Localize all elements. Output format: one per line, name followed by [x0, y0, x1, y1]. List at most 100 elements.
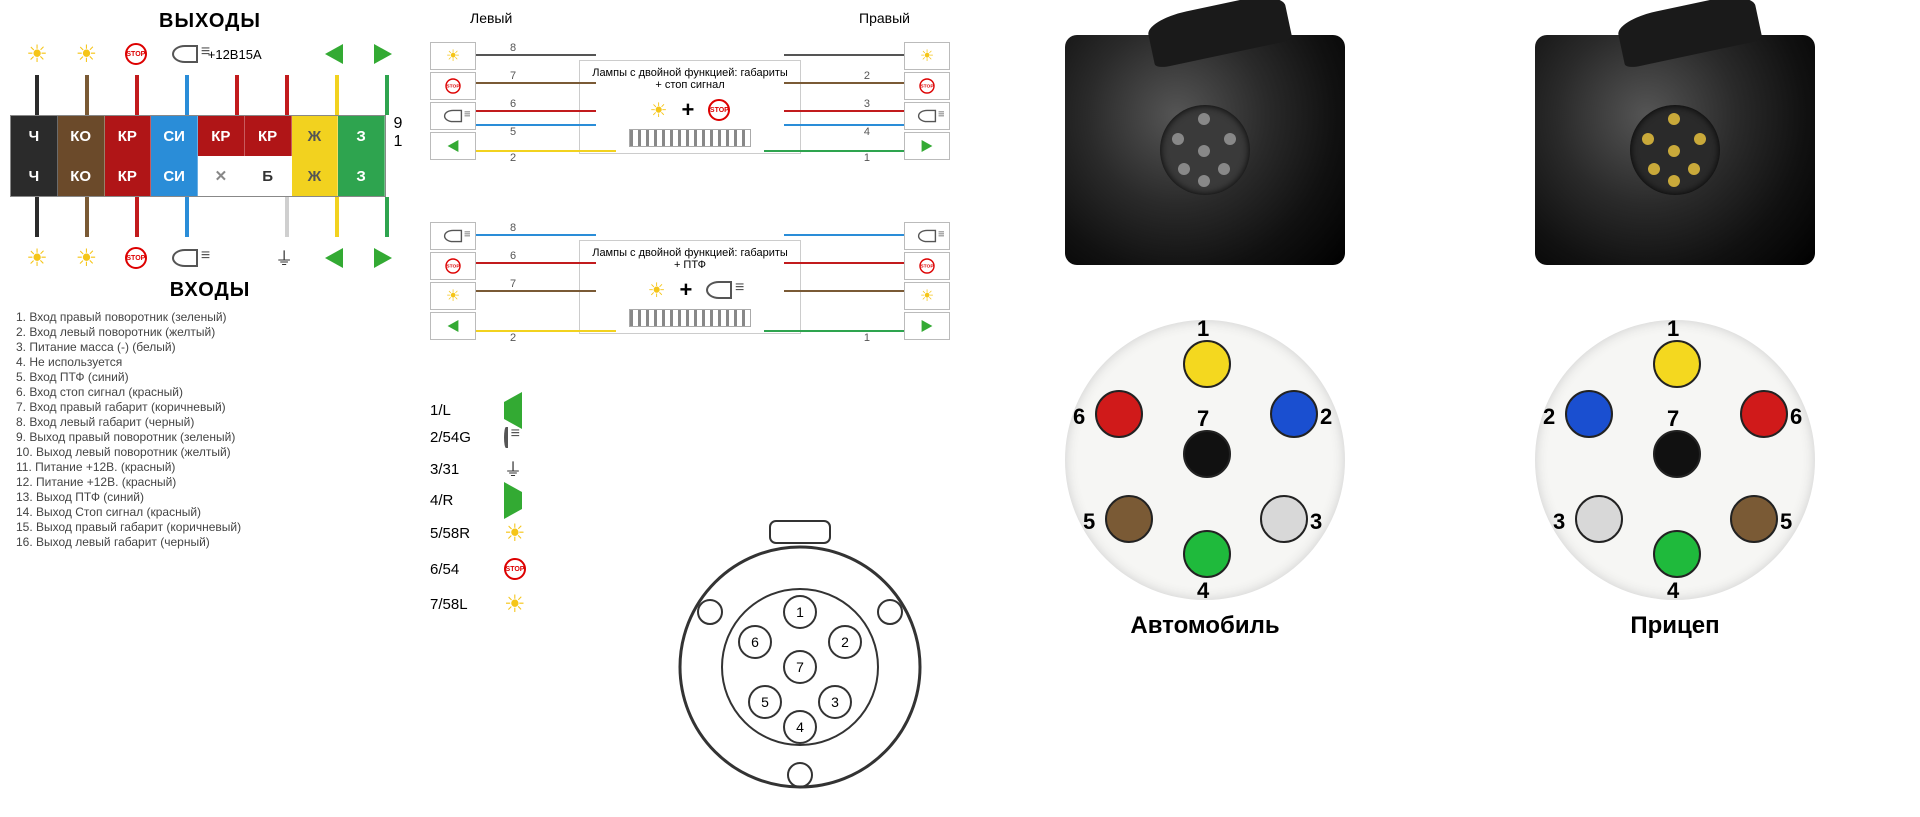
connector-pin-num: 7: [1667, 406, 1679, 432]
connector-pin: [1105, 495, 1153, 543]
connector-pin-num: 6: [1790, 404, 1802, 430]
connector-pin: [1270, 390, 1318, 438]
left-stack: ☀ STOP: [430, 42, 476, 160]
connector-pin-num: 1: [1667, 316, 1679, 342]
connector-pin-num: 3: [1310, 509, 1322, 535]
wires-top: [10, 75, 410, 115]
lr-labels: Левый Правый: [430, 10, 950, 26]
cell-block: ЧКОКРСИКРКРЖЗ ЧКОКРСИ✕БЖЗ 9 1: [10, 115, 410, 197]
sun-icon: ☀: [76, 244, 98, 273]
top-icons: ☀ ☀ STOP +12В15A: [10, 33, 410, 75]
sun-icon: ☀: [26, 244, 48, 273]
cell-row-bot: ЧКОКРСИ✕БЖЗ: [11, 156, 385, 196]
schematic-1: ☀ STOP ☀ STOP Лампы с двойной функцией: …: [430, 32, 950, 192]
socket-photo: [1065, 35, 1345, 265]
pinout-row: 6/54STOP: [430, 558, 526, 580]
connector-pin: [1653, 530, 1701, 578]
arrow-right-icon: [374, 248, 392, 268]
plus-icon: +: [682, 97, 695, 123]
fog-icon: [706, 281, 732, 299]
cell: КО: [58, 156, 105, 196]
connector-pin-num: 1: [1197, 316, 1209, 342]
connector-pin: [1183, 530, 1231, 578]
mid-panel: Левый Правый ☀ STOP ☀ STOP Лампы с двойн…: [430, 10, 950, 807]
arrow-left-icon: [325, 44, 343, 64]
legend-item: 4. Не используется: [16, 355, 410, 369]
legend-item: 12. Питание +12В. (красный): [16, 475, 410, 489]
pinout-row: 5/58R☀: [430, 519, 526, 548]
connector-pin-num: 4: [1197, 578, 1209, 604]
left-label: Левый: [470, 10, 512, 26]
v12-label: +12В15A: [216, 47, 254, 62]
legend-item: 9. Выход правый поворотник (зеленый): [16, 430, 410, 444]
legend-item: 7. Вход правый габарит (коричневый): [16, 400, 410, 414]
legend-item: 13. Выход ПТФ (синий): [16, 490, 410, 504]
legend-item: 6. Вход стоп сигнал (красный): [16, 385, 410, 399]
connector-car: 1627534: [1065, 320, 1345, 600]
connector-pin: [1740, 390, 1788, 438]
plug-photo: [1535, 35, 1815, 265]
arrow-right-icon: [374, 44, 392, 64]
cell: З: [338, 156, 385, 196]
connector-pin-num: 7: [1197, 406, 1209, 432]
sun-icon: ☀: [76, 40, 98, 69]
connector-pin-num: 5: [1780, 509, 1792, 535]
svg-text:3: 3: [831, 694, 839, 710]
cell: КР: [198, 116, 245, 156]
caption-1: Лампы с двойной функцией: габариты + сто…: [590, 67, 790, 91]
legend-item: 2. Вход левый поворотник (желтый): [16, 325, 410, 339]
connector-pin: [1730, 495, 1778, 543]
connector-pin: [1095, 390, 1143, 438]
cell: СИ: [151, 156, 198, 196]
plus-icon: +: [680, 277, 693, 303]
pinout-row: 4/R: [430, 492, 526, 509]
right-label: Правый: [859, 10, 910, 26]
stop-icon: STOP: [125, 247, 147, 269]
connector-pin: [1653, 430, 1701, 478]
cell: З: [338, 116, 385, 156]
connector-pin: [1653, 340, 1701, 388]
pinout-row: 7/58L☀: [430, 590, 526, 619]
connector-strip: [629, 129, 751, 147]
schematic-2: STOP ☀ STOP ☀ Лампы с двойной функцией: …: [430, 212, 950, 372]
legend-list: 1. Вход правый поворотник (зеленый)2. Вх…: [10, 310, 410, 549]
sun-icon: ☀: [648, 278, 666, 303]
connector-diagram: 1627534: [670, 517, 930, 797]
sun-icon: ☀: [650, 98, 668, 123]
cell: СИ: [151, 116, 198, 156]
connector-pin: [1260, 495, 1308, 543]
legend-item: 5. Вход ПТФ (синий): [16, 370, 410, 384]
sun-icon: ☀: [26, 40, 48, 69]
cell: КО: [58, 116, 105, 156]
pinout-row: 1/L: [430, 402, 526, 419]
cell-row-top: ЧКОКРСИКРКРЖЗ: [11, 116, 385, 156]
ground-icon: ⏚: [275, 245, 293, 271]
legend-item: 1. Вход правый поворотник (зеленый): [16, 310, 410, 324]
center-box-1: Лампы с двойной функцией: габариты + сто…: [579, 60, 801, 154]
connector-pin-num: 3: [1553, 509, 1565, 535]
connector-pin-num: 5: [1083, 509, 1095, 535]
right-stack: ☀ STOP: [904, 42, 950, 160]
photo-row: [970, 10, 1910, 290]
legend-item: 10. Выход левый поворотник (желтый): [16, 445, 410, 459]
pinout-row: 2/54G: [430, 429, 526, 446]
cell: Б: [245, 156, 292, 196]
legend-item: 14. Выход Стоп сигнал (красный): [16, 505, 410, 519]
row-label-9: 9: [386, 115, 410, 133]
label-car: Автомобиль: [1065, 612, 1345, 640]
cell: Ч: [11, 116, 58, 156]
svg-text:2: 2: [841, 634, 849, 650]
connector-pin: [1183, 430, 1231, 478]
svg-text:4: 4: [796, 719, 804, 735]
fog-icon: [172, 45, 198, 63]
caption-2: Лампы с двойной функцией: габариты + ПТФ: [590, 247, 790, 271]
fog-icon: [172, 249, 198, 267]
stop-icon: STOP: [708, 99, 730, 121]
cell: ✕: [198, 156, 245, 196]
cell: Ж: [292, 116, 339, 156]
right-panel: 1627534 Автомобиль 1267354 Прицеп: [970, 10, 1910, 807]
svg-text:6: 6: [751, 634, 759, 650]
pinout-list: 1/L2/54G3/31⏚4/R5/58R☀6/54STOP7/58L☀: [430, 392, 526, 629]
svg-text:1: 1: [796, 604, 804, 620]
connector-pin-num: 4: [1667, 578, 1679, 604]
